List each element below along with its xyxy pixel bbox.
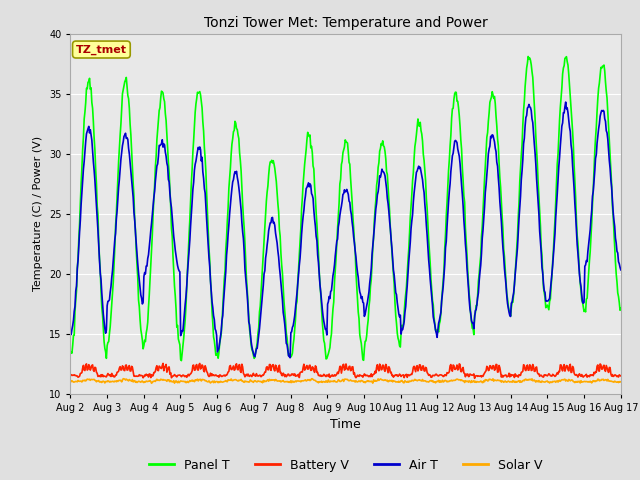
Title: Tonzi Tower Met: Temperature and Power: Tonzi Tower Met: Temperature and Power xyxy=(204,16,488,30)
Solar V xyxy=(77,378,84,384)
Panel T xyxy=(429,302,437,308)
Solar V xyxy=(617,379,625,384)
Solar V xyxy=(134,379,141,385)
Solar V xyxy=(414,377,422,383)
Panel T xyxy=(67,350,74,356)
X-axis label: Time: Time xyxy=(330,418,361,431)
Battery V xyxy=(190,362,198,368)
Air T xyxy=(67,330,74,336)
Legend: Panel T, Battery V, Air T, Solar V: Panel T, Battery V, Air T, Solar V xyxy=(144,454,547,477)
Line: Solar V: Solar V xyxy=(70,379,621,383)
Panel T xyxy=(190,137,198,143)
Air T xyxy=(189,186,196,192)
Panel T xyxy=(177,358,185,363)
Line: Panel T: Panel T xyxy=(70,57,621,360)
Panel T xyxy=(133,262,141,267)
Solar V xyxy=(148,380,156,386)
Battery V xyxy=(77,371,84,376)
Air T xyxy=(413,168,421,174)
Battery V xyxy=(133,373,141,379)
Air T xyxy=(77,217,84,223)
Solar V xyxy=(191,379,198,384)
Panel T xyxy=(524,54,532,60)
Text: TZ_tmet: TZ_tmet xyxy=(76,44,127,55)
Air T xyxy=(286,355,294,360)
Battery V xyxy=(413,363,421,369)
Air T xyxy=(218,318,226,324)
Air T xyxy=(617,267,625,273)
Panel T xyxy=(617,305,625,311)
Solar V xyxy=(120,376,127,382)
Solar V xyxy=(67,377,74,383)
Panel T xyxy=(413,123,421,129)
Air T xyxy=(133,250,141,255)
Air T xyxy=(562,99,570,105)
Line: Battery V: Battery V xyxy=(70,363,621,378)
Y-axis label: Temperature (C) / Power (V): Temperature (C) / Power (V) xyxy=(33,136,44,291)
Line: Air T: Air T xyxy=(70,102,621,358)
Panel T xyxy=(219,305,227,311)
Battery V xyxy=(617,373,625,379)
Battery V xyxy=(67,372,74,378)
Panel T xyxy=(77,200,84,205)
Battery V xyxy=(159,360,167,366)
Battery V xyxy=(429,372,437,378)
Air T xyxy=(429,314,437,320)
Solar V xyxy=(220,379,227,384)
Battery V xyxy=(471,375,479,381)
Solar V xyxy=(430,380,438,385)
Battery V xyxy=(219,373,227,379)
